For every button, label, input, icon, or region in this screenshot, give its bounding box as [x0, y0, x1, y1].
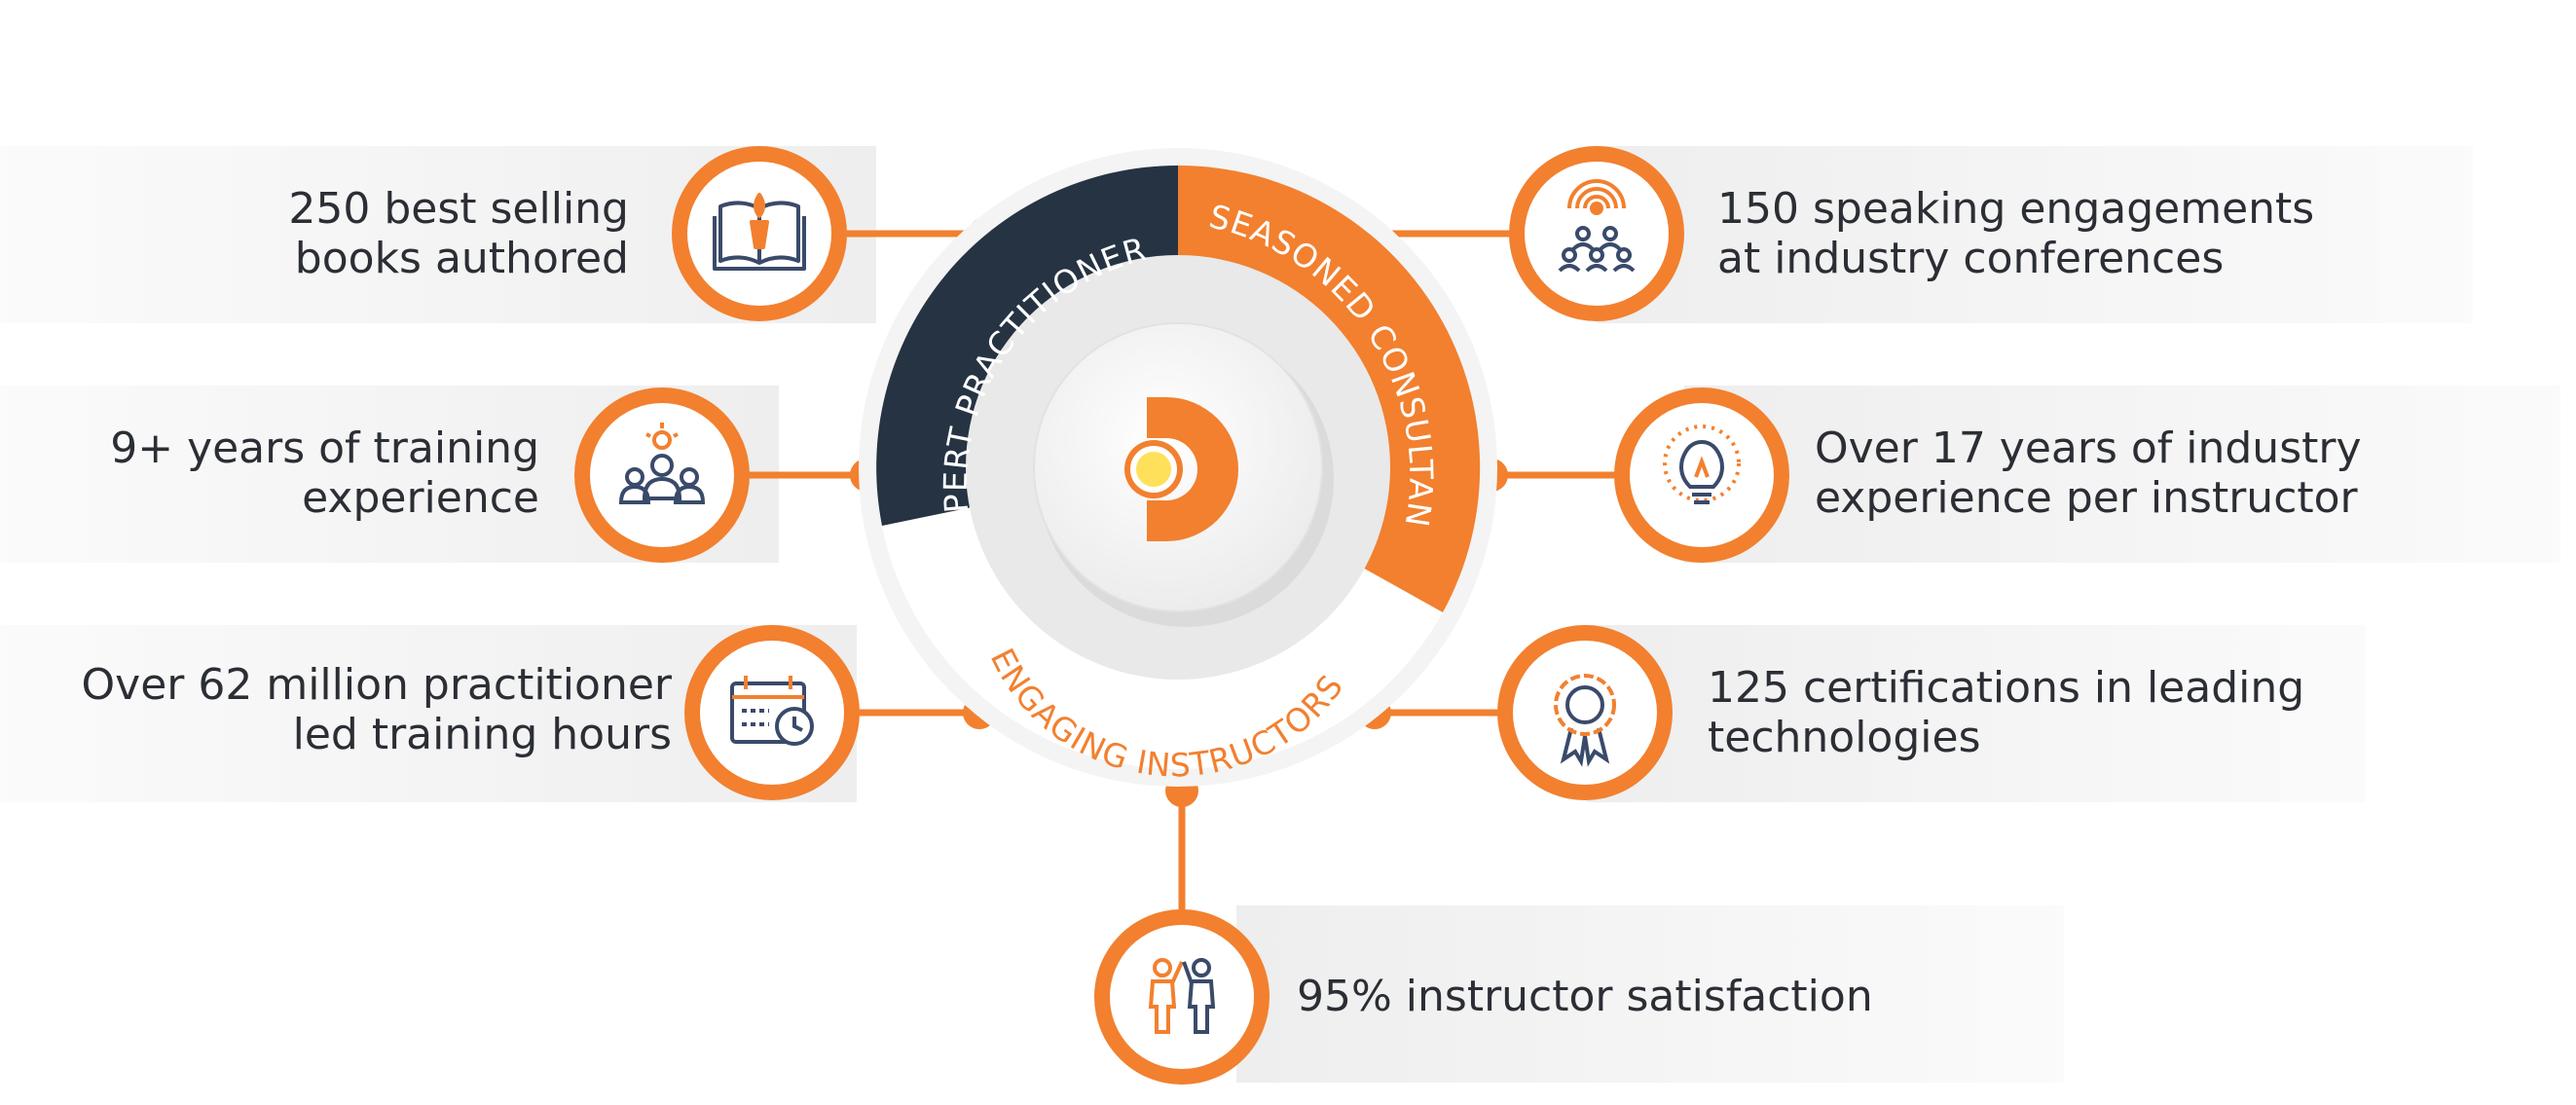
stat-certifications: 125 certifications in leading technologi…: [1708, 663, 2304, 762]
medallion-lightbulb: [1614, 387, 1789, 563]
medallion-award: [1497, 625, 1673, 800]
stat-satisfaction-line1: 95% instructor satisfaction: [1297, 972, 1873, 1021]
book-torch-icon: [713, 193, 806, 271]
d-logo-icon: [1124, 397, 1238, 541]
medallion-speaking: [1509, 146, 1684, 321]
stat-hours-line1: Over 62 million practitioner: [81, 660, 672, 710]
stat-satisfaction: 95% instructor satisfaction: [1297, 972, 1873, 1021]
award-badge-icon: [1554, 674, 1616, 767]
lightbulb-icon: [1663, 424, 1741, 504]
calendar-clock-icon: [730, 676, 814, 746]
stat-books-line1: 250 best selling: [288, 184, 629, 234]
stat-training-line2: experience: [302, 473, 539, 523]
medallion-trainer: [574, 387, 750, 563]
high-five-icon: [1148, 958, 1216, 1034]
stat-speaking-line2: at industry conferences: [1717, 234, 2225, 283]
stat-certifications-line2: technologies: [1708, 713, 1981, 762]
stat-industry: Over 17 years of industry experience per…: [1815, 424, 2362, 523]
icon-medallions: [574, 146, 1789, 1085]
trainer-group-icon: [618, 423, 706, 504]
band-bottom: [1236, 905, 2064, 1083]
stat-speaking-line1: 150 speaking engagements: [1717, 184, 2315, 234]
medallion-books: [672, 146, 847, 321]
stat-industry-line2: experience per instructor: [1815, 473, 2358, 523]
stat-books: 250 best selling books authored: [288, 184, 629, 283]
band-right-3: [1587, 625, 2366, 802]
stat-certifications-line1: 125 certifications in leading: [1708, 663, 2305, 713]
stat-training-line1: 9+ years of training: [110, 424, 539, 473]
band-right-1: [1597, 146, 2473, 323]
stat-hours-line2: led training hours: [292, 710, 672, 759]
audience-broadcast-icon: [1558, 179, 1636, 273]
stat-hours: Over 62 million practitioner led trainin…: [82, 660, 672, 759]
stat-industry-line1: Over 17 years of industry: [1815, 424, 2362, 473]
medallion-calendar: [684, 625, 860, 800]
stat-books-line2: books authored: [294, 234, 629, 283]
band-right-2: [1684, 386, 2560, 563]
stat-training: 9+ years of training experience: [110, 424, 539, 523]
stat-speaking: 150 speaking engagements at industry con…: [1717, 184, 2314, 283]
medallion-satisfaction: [1094, 909, 1270, 1085]
